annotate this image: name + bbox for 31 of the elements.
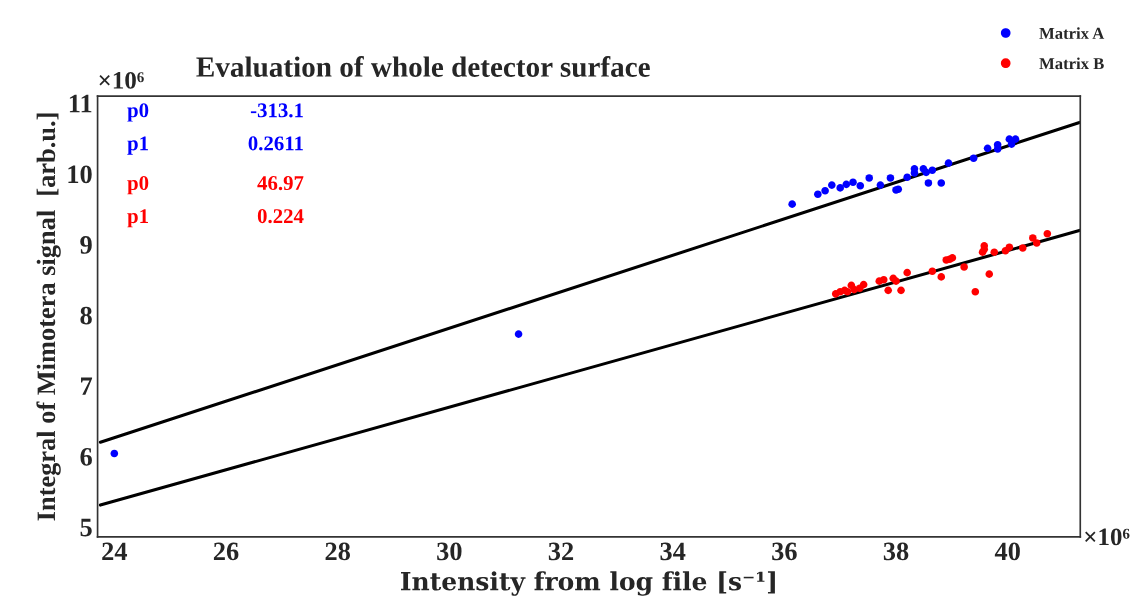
y-tick-label: 8: [80, 306, 92, 325]
chart-title: Evaluation of whole detector surface: [196, 56, 650, 77]
x-tick-label: 24: [102, 542, 128, 561]
x-tick-label: 30: [437, 542, 462, 561]
y-tick-label: 9: [80, 236, 92, 254]
annotation: 46.97: [257, 176, 304, 191]
annotation: -313.1: [250, 103, 303, 118]
y-tick-label: 11: [69, 94, 92, 113]
annotation: p0: [127, 103, 149, 122]
x-tick-label: 28: [325, 542, 350, 561]
x-tick-label: 26: [213, 542, 239, 561]
x-axis-title: Intensity from log file [s⁻¹]: [401, 571, 775, 596]
x-tick-label: 38: [883, 542, 909, 561]
x-tick-label: 36: [772, 542, 797, 561]
text: ×10⁶: [99, 71, 144, 89]
x-tick-label: 32: [548, 542, 574, 561]
annotation: 0.2611: [248, 136, 303, 151]
text: ×10⁶: [1085, 528, 1130, 546]
y-tick-label: 6: [80, 448, 92, 466]
legend-label: Matrix A: [1039, 27, 1105, 39]
annotation: p1: [127, 136, 148, 155]
y-tick-label: 7: [81, 377, 93, 395]
annotation: p1: [127, 209, 148, 228]
annotation: p0: [127, 176, 149, 195]
annotation: 0.224: [257, 209, 304, 224]
legend-label: Matrix B: [1039, 57, 1104, 70]
x-tick-label: 40: [994, 542, 1020, 561]
x-tick-label: 34: [660, 542, 686, 561]
y-axis-title: Integral of Mimotera signal [arb.u.]: [36, 113, 61, 521]
y-tick-label: 10: [68, 165, 92, 184]
y-tick-label: 5: [80, 518, 92, 537]
